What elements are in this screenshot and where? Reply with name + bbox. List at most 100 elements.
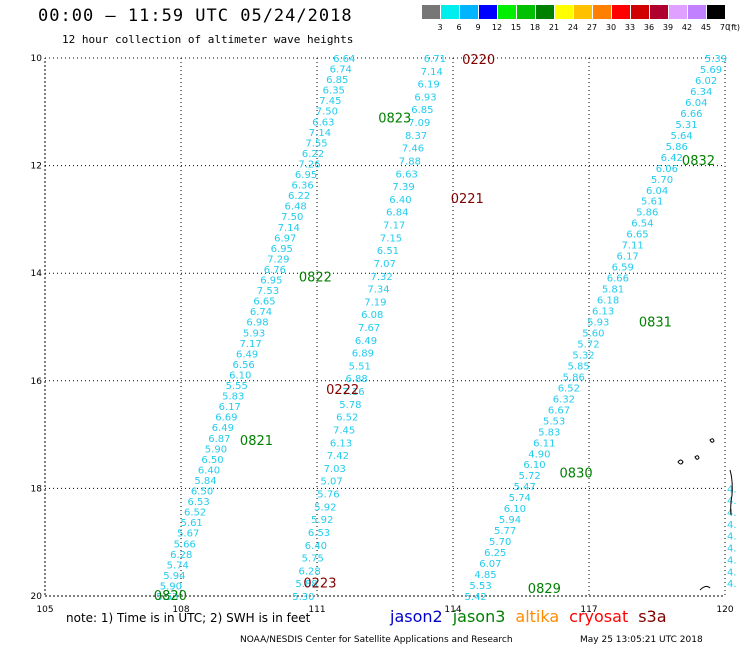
wave-height-value: 7.88	[399, 156, 421, 167]
wave-height-value: 6.52	[336, 413, 358, 424]
legend-swatch	[574, 5, 592, 19]
wave-height-value: 5.83	[538, 427, 560, 438]
wave-height-value: 5.70	[489, 537, 511, 548]
wave-height-value: 5.88	[295, 579, 317, 590]
legend-label: 70	[719, 23, 731, 32]
map-frame	[44, 57, 726, 597]
lat-label: 18	[31, 484, 43, 494]
legend-label: 45	[700, 23, 712, 32]
wave-height-value: 5.75	[302, 554, 324, 565]
wave-height-value: 7.29	[267, 254, 289, 265]
wave-height-value: 7.14	[278, 223, 300, 234]
wave-height-value: 7.45	[333, 425, 355, 436]
wave-height-value: 6.28	[299, 566, 321, 577]
wave-height-value: 6.56	[233, 360, 255, 371]
wave-height-value: 7.32	[371, 272, 393, 283]
wave-height-value: 4.90	[528, 449, 550, 460]
wave-height-value: 7.34	[367, 285, 389, 296]
wave-height-value: 6.66	[680, 109, 702, 120]
pass-label: 0222	[326, 383, 359, 398]
wave-height-value: 5.93	[243, 328, 265, 339]
legend-swatch	[631, 5, 649, 19]
wave-height-value: 5.94	[163, 571, 185, 582]
wave-height-value: 6.74	[330, 65, 352, 76]
wave-height-value: 5.86	[636, 208, 658, 219]
wave-height-value: 6.65	[626, 230, 648, 241]
satellite-legend: jason2 jason3 altika cryosat s3a	[390, 607, 677, 626]
wave-height-value: 7.55	[305, 138, 327, 149]
wave-height-value: 6.49	[236, 349, 258, 360]
satellite-s3a: s3a	[638, 607, 667, 626]
wave-height-value: 7.03	[324, 464, 346, 475]
wave-height-value: 6.69	[215, 413, 237, 424]
legend-swatch	[441, 5, 459, 19]
wave-height-value: 6.93	[414, 92, 436, 103]
wave-height-value: 5.83	[222, 392, 244, 403]
legend-swatch	[422, 5, 440, 19]
pass-label: 0221	[451, 192, 484, 207]
legend-label: 18	[529, 23, 541, 32]
wave-height-value: 5.66	[174, 539, 196, 550]
wave-height-value: 5.92	[314, 502, 336, 513]
legend-swatch	[498, 5, 516, 19]
wave-height-value: 6.04	[646, 186, 668, 197]
wave-height-value: 5.77	[494, 526, 516, 537]
wave-height-value: 5.76	[317, 490, 339, 501]
wave-height-value: 4.	[727, 555, 737, 566]
wave-height-value: 5.78	[339, 400, 361, 411]
wave-height-value: 6.51	[377, 246, 399, 257]
satellite-jason3: jason3	[452, 607, 506, 626]
wave-height-value: 4.	[727, 579, 737, 590]
wave-height-value: 6.85	[411, 105, 433, 116]
wave-height-value: 7.14	[421, 67, 443, 78]
wave-height-value: 6.10	[229, 370, 251, 381]
wave-height-value: 5.74	[509, 493, 531, 504]
wave-height-value: 6.19	[417, 80, 439, 91]
map-title: 00:00 – 11:59 UTC 05/24/2018	[38, 6, 353, 26]
wave-height-value: 7.50	[281, 212, 303, 223]
wave-height-value: 6.35	[323, 86, 345, 97]
wave-height-value: 7.39	[392, 182, 414, 193]
wave-height-value: 6.10	[504, 504, 526, 515]
wave-height-value: 5.85	[568, 361, 590, 372]
wave-height-value: 6.17	[617, 252, 639, 263]
wave-height-value: 6.65	[253, 297, 275, 308]
wave-height-value: 5.84	[194, 476, 216, 487]
satellite-altika: altika	[515, 607, 560, 626]
wave-height-value: 6.74	[250, 307, 272, 318]
legend-swatch	[688, 5, 706, 19]
pass-label: 0820	[154, 589, 187, 604]
wave-height-value: 6.18	[597, 296, 619, 307]
wave-height-value: 5.81	[602, 285, 624, 296]
wave-height-value: 6.98	[246, 318, 268, 329]
wave-height-value: 7.15	[380, 233, 402, 244]
legend-label: 6	[456, 23, 462, 32]
lat-label: 12	[31, 162, 42, 172]
wave-height-value: 6.64	[333, 54, 355, 65]
wave-height-value: 5.70	[651, 175, 673, 186]
wave-height-value: 6.07	[479, 559, 501, 570]
wave-height-value: 6.52	[558, 383, 580, 394]
wave-height-value: 6.53	[187, 497, 209, 508]
wave-height-value: 4.	[727, 508, 737, 519]
legend-swatch	[707, 5, 725, 19]
wave-height-value: 5.53	[469, 581, 491, 592]
wave-height-value: 6.02	[695, 76, 717, 87]
wave-height-value: 5.90	[205, 444, 227, 455]
wave-height-value: 5.07	[320, 477, 342, 488]
wave-height-value: 5.39	[705, 54, 727, 65]
wave-height-value: 6.95	[271, 244, 293, 255]
wave-height-value: 5.60	[582, 328, 604, 339]
wave-height-value: 6.50	[201, 455, 223, 466]
wave-height-value: 6.49	[212, 423, 234, 434]
wave-height-value: 6.28	[170, 550, 192, 561]
wave-height-value: 7.17	[383, 221, 405, 232]
pass-label: 0821	[240, 434, 273, 449]
wave-height-value: 5.69	[700, 65, 722, 76]
wave-height-value: 6.50	[191, 487, 213, 498]
wave-height-value: 6.87	[208, 434, 230, 445]
wave-height-value: 5.53	[156, 592, 178, 603]
wave-height-value: 6.63	[312, 117, 334, 128]
wave-height-value: 6.97	[274, 233, 296, 244]
legend-label: 15	[510, 23, 522, 32]
